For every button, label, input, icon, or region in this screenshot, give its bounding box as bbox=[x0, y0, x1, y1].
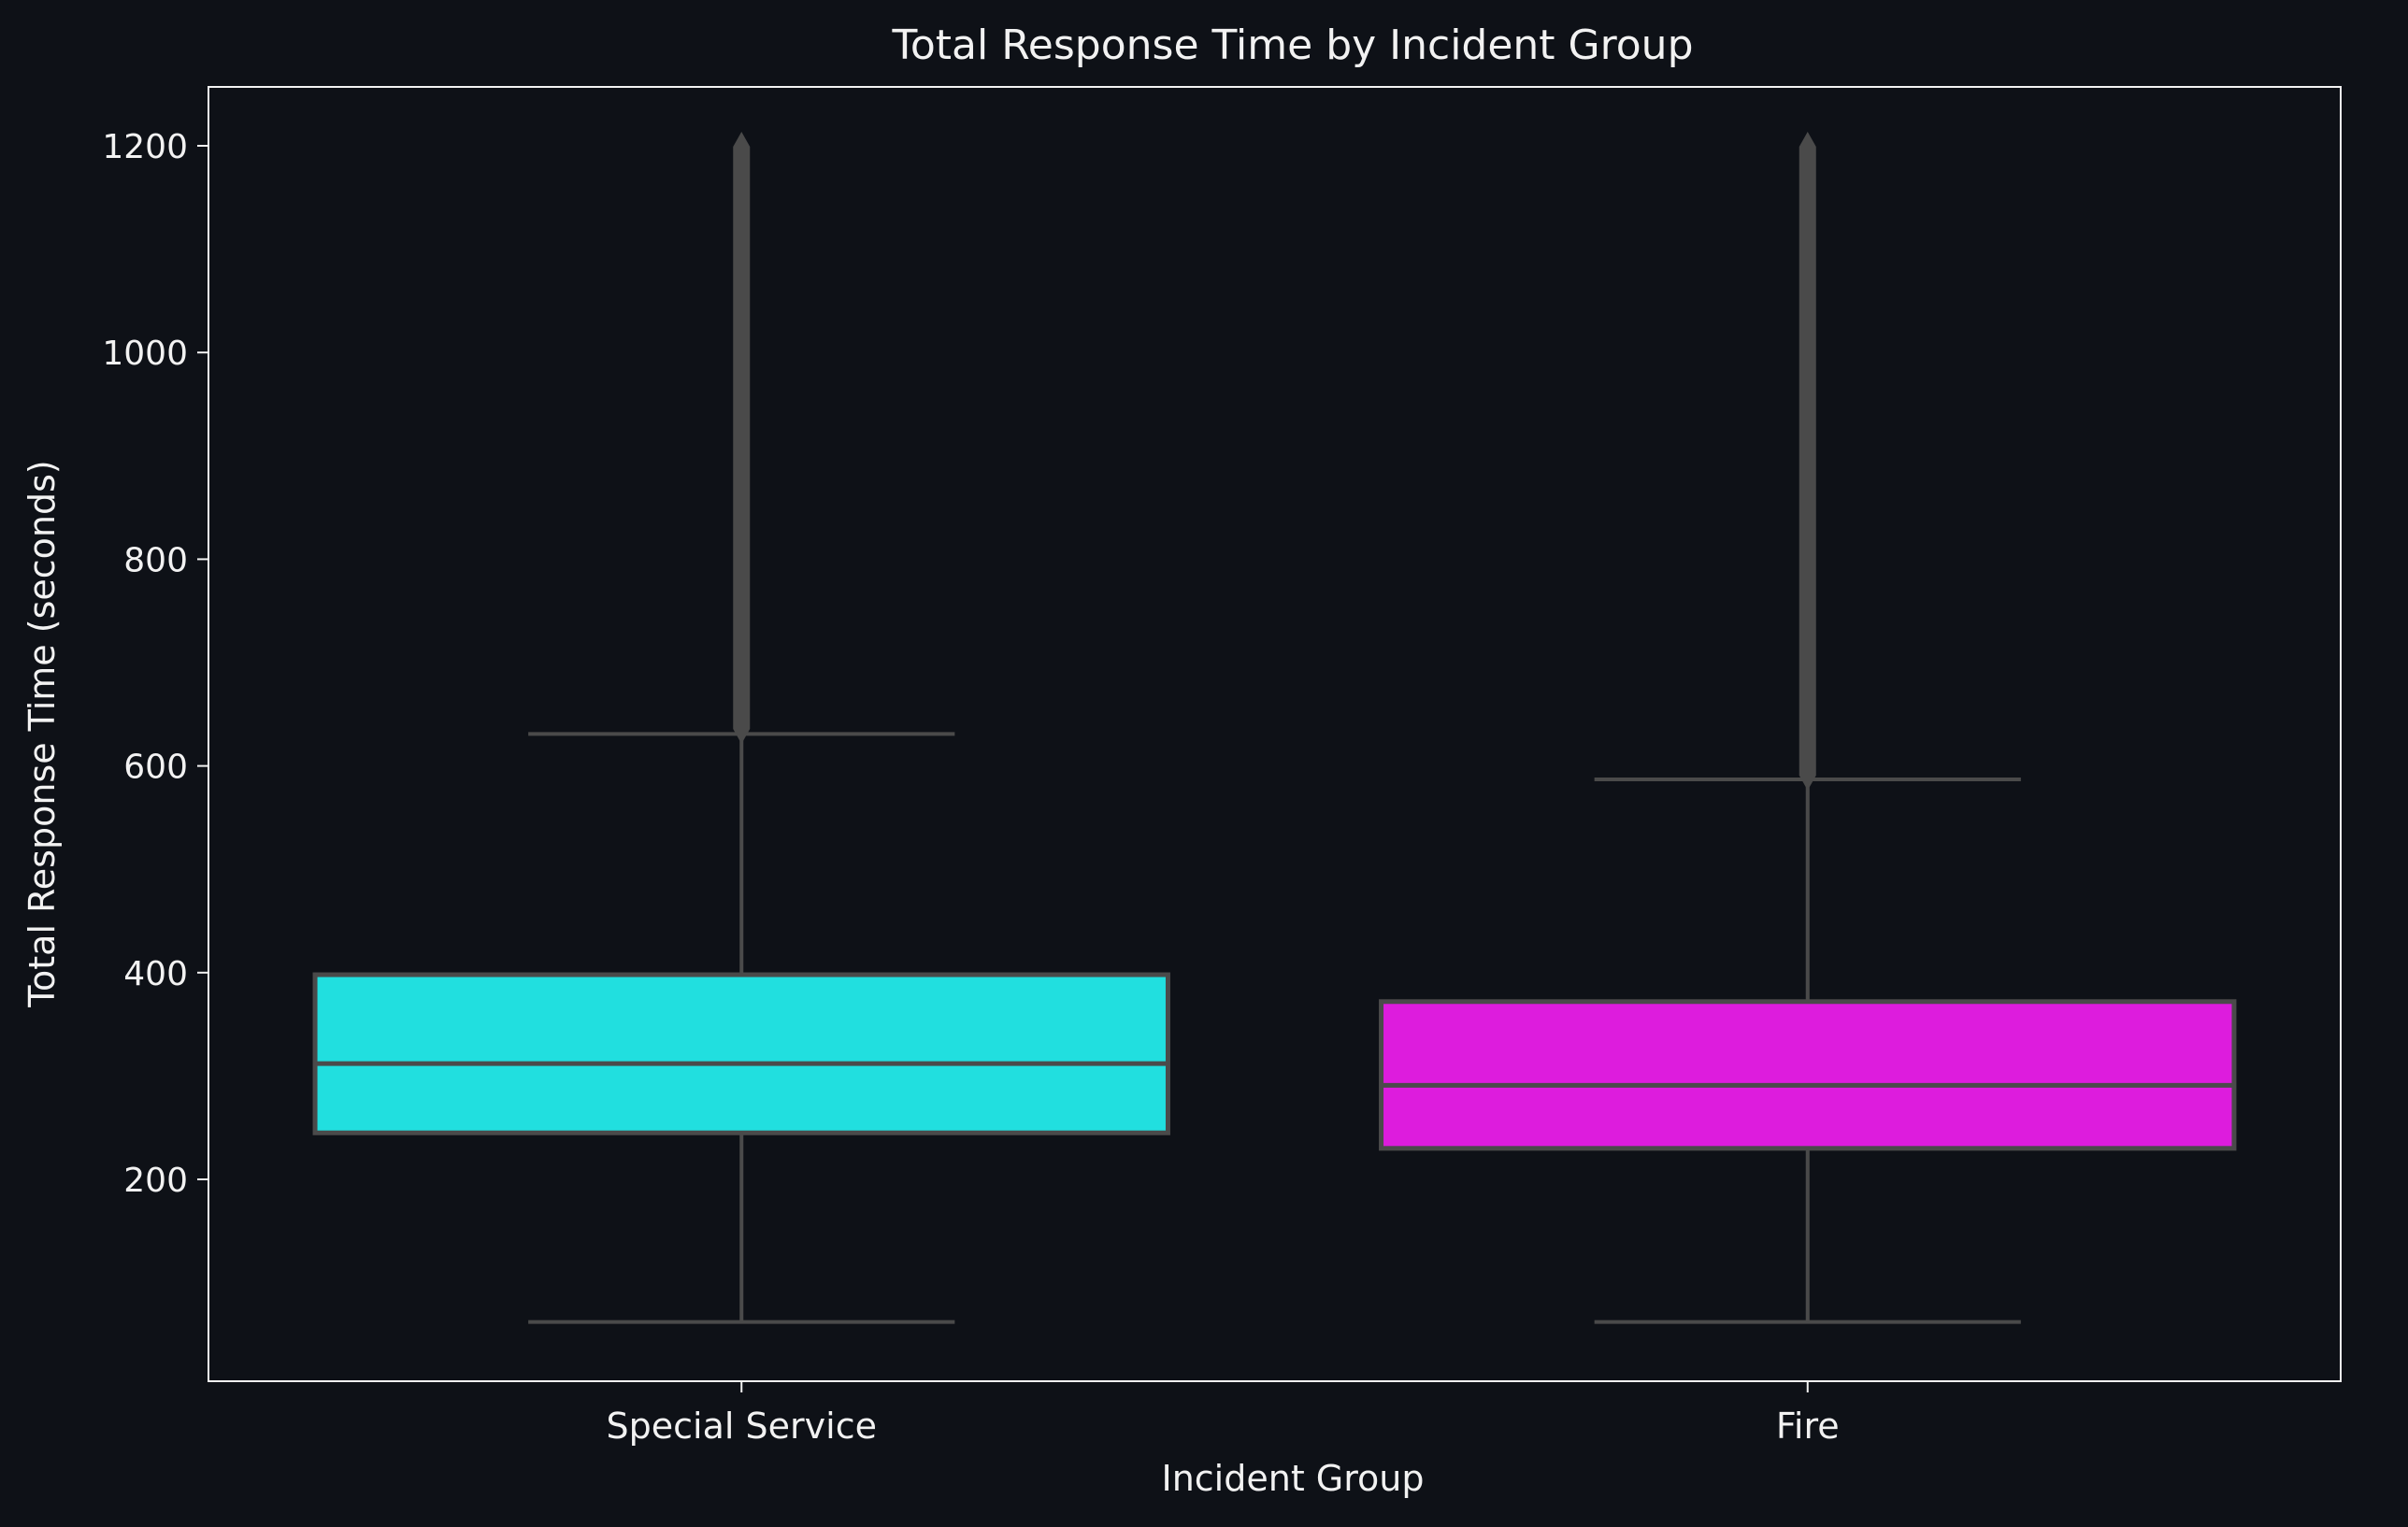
x-tick-label: Fire bbox=[1776, 1406, 1840, 1447]
x-axis: Special Service Fire bbox=[607, 1381, 1840, 1447]
chart-marks bbox=[312, 131, 2237, 1324]
iqr-box bbox=[312, 972, 1170, 1135]
y-axis-label: Total Response Time (seconds) bbox=[22, 460, 63, 1007]
y-tick-label: 400 bbox=[123, 955, 188, 993]
y-tick-label: 1200 bbox=[102, 128, 188, 166]
outlier-points bbox=[1799, 131, 1816, 791]
chart-title: Total Response Time by Incident Group bbox=[891, 21, 1693, 69]
y-tick-label: 800 bbox=[123, 541, 188, 579]
x-axis-label: Incident Group bbox=[1162, 1458, 1425, 1499]
outlier-points bbox=[733, 131, 751, 744]
iqr-box bbox=[1379, 999, 2237, 1151]
y-axis: 200 400 600 800 1000 1200 bbox=[102, 128, 208, 1200]
box-group-special-service bbox=[312, 131, 1170, 1324]
plot-frame bbox=[208, 86, 2342, 1382]
box-group-fire bbox=[1379, 131, 2237, 1324]
x-tick-label: Special Service bbox=[607, 1406, 877, 1447]
y-tick-label: 600 bbox=[123, 749, 188, 787]
y-tick-label: 1000 bbox=[102, 335, 188, 373]
y-tick-label: 200 bbox=[123, 1162, 188, 1200]
